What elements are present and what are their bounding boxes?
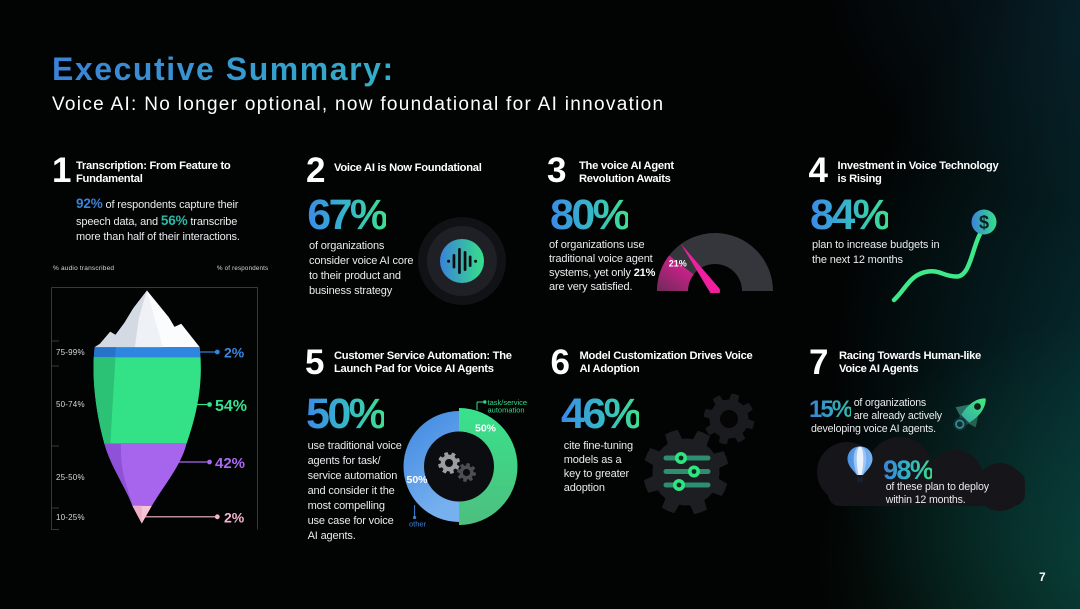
svg-text:54%: 54% — [215, 398, 247, 415]
svg-text:21%: 21% — [669, 259, 687, 269]
svg-text:2%: 2% — [224, 510, 245, 526]
svg-text:$: $ — [979, 213, 989, 233]
svg-text:50%: 50% — [407, 474, 429, 486]
svg-text:2%: 2% — [224, 345, 245, 361]
svg-text:other: other — [409, 520, 427, 529]
svg-text:50%: 50% — [475, 423, 497, 435]
svg-text:task/service: task/service — [488, 398, 528, 407]
svg-text:42%: 42% — [215, 455, 245, 472]
svg-text:automation: automation — [488, 406, 525, 415]
